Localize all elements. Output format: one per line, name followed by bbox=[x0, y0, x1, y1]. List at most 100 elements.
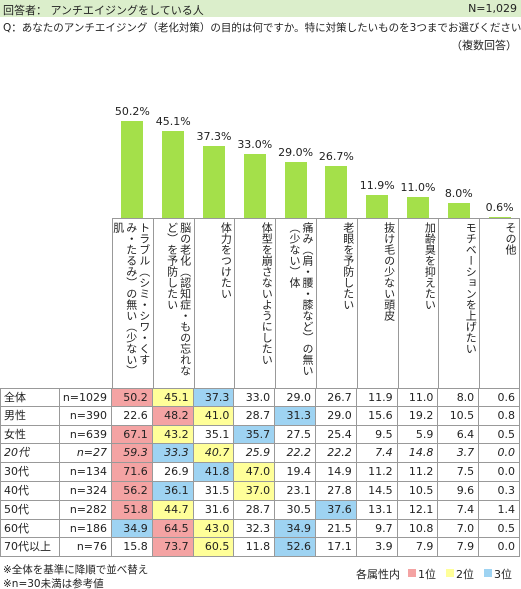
category-label: 老眼を予防したい bbox=[316, 218, 357, 388]
table-cell: 11.8 bbox=[234, 538, 276, 558]
table-cell: 35.1 bbox=[193, 425, 235, 445]
table-cell: 7.4 bbox=[356, 444, 398, 464]
table-cell: 37.6 bbox=[316, 500, 357, 520]
table-cell: 56.2 bbox=[112, 482, 153, 501]
table-cell: 19.2 bbox=[397, 406, 439, 426]
table-cell: 35.7 bbox=[234, 425, 276, 445]
table-cell: 11.9 bbox=[356, 388, 398, 407]
table-cell: 44.7 bbox=[152, 500, 194, 520]
table-cell: 50.2 bbox=[112, 388, 153, 407]
table-cell: 26.9 bbox=[152, 463, 194, 482]
table-cell: 29.0 bbox=[275, 388, 316, 407]
table-cell: 3.7 bbox=[438, 444, 480, 464]
table-cell: 22.6 bbox=[112, 406, 153, 426]
legend-swatch bbox=[408, 569, 416, 577]
table-cell: 59.3 bbox=[112, 444, 153, 464]
note: ※全体を基準に降順で並べ替え bbox=[3, 564, 149, 576]
respondents: 回答者： アンチエイジングをしている人 bbox=[3, 4, 204, 17]
table-cell: 11.2 bbox=[356, 463, 398, 482]
table-cell: 21.5 bbox=[316, 519, 357, 539]
table-cell: 33.0 bbox=[234, 388, 276, 407]
table-cell: 31.3 bbox=[275, 406, 316, 426]
table-cell: 19.4 bbox=[275, 463, 316, 482]
row-label: 40代 bbox=[0, 482, 60, 501]
table-cell: 47.0 bbox=[234, 463, 276, 482]
legend-label: 3位 bbox=[494, 568, 512, 581]
legend-title: 各属性内 bbox=[356, 568, 400, 581]
table-cell: 22.2 bbox=[316, 444, 357, 464]
category-label: 抜け毛の少ない頭皮 bbox=[356, 218, 398, 388]
bar bbox=[284, 162, 307, 218]
bar bbox=[243, 154, 266, 218]
answer-type: （複数回答） bbox=[451, 39, 517, 52]
table-cell: 0.8 bbox=[479, 406, 520, 426]
row-n: n=76 bbox=[60, 538, 112, 558]
table-cell: 30.5 bbox=[275, 500, 316, 520]
bar bbox=[162, 130, 185, 218]
row-label: 女性 bbox=[0, 425, 60, 445]
table-cell: 28.7 bbox=[234, 406, 276, 426]
table-cell: 52.6 bbox=[275, 538, 316, 558]
table-cell: 23.1 bbox=[275, 482, 316, 501]
table-cell: 7.9 bbox=[397, 538, 439, 558]
table-cell: 60.5 bbox=[193, 538, 235, 558]
bar bbox=[447, 202, 470, 218]
table-cell: 1.4 bbox=[479, 500, 520, 520]
table-cell: 27.5 bbox=[275, 425, 316, 445]
value-label: 33.0% bbox=[237, 138, 273, 152]
row-n: n=282 bbox=[60, 500, 112, 520]
table-cell: 28.7 bbox=[234, 500, 276, 520]
bar bbox=[121, 121, 144, 218]
value-label: 45.1% bbox=[155, 114, 191, 128]
table-cell: 0.0 bbox=[479, 444, 520, 464]
table-cell: 9.6 bbox=[438, 482, 480, 501]
n-total: N=1,029 bbox=[468, 2, 517, 15]
row-label: 50代 bbox=[0, 500, 60, 520]
row-n: n=324 bbox=[60, 482, 112, 501]
legend-label: 2位 bbox=[456, 568, 474, 581]
value-label: 37.3% bbox=[196, 130, 232, 143]
bar bbox=[488, 216, 511, 218]
table-cell: 11.2 bbox=[397, 463, 439, 482]
table-cell: 73.7 bbox=[152, 538, 194, 558]
table-cell: 9.5 bbox=[356, 425, 398, 445]
table-cell: 34.9 bbox=[275, 519, 316, 539]
table-cell: 13.1 bbox=[356, 500, 398, 520]
table-cell: 9.7 bbox=[356, 519, 398, 539]
table-cell: 0.5 bbox=[479, 519, 520, 539]
table-cell: 15.6 bbox=[356, 406, 398, 426]
table-cell: 41.8 bbox=[193, 463, 235, 482]
table-cell: 6.4 bbox=[438, 425, 480, 445]
row-n: n=639 bbox=[60, 425, 112, 445]
category-label: トラブル（シミ・シワ・くすみ・たるみ）の無い（少ない）肌 bbox=[112, 218, 153, 388]
table-cell: 22.2 bbox=[275, 444, 316, 464]
table-cell: 36.1 bbox=[152, 482, 194, 501]
table-cell: 7.9 bbox=[438, 538, 480, 558]
category-label: 加齢臭を抑えたい bbox=[397, 218, 439, 388]
table-cell: 32.3 bbox=[234, 519, 276, 539]
table-cell: 12.1 bbox=[397, 500, 439, 520]
table-cell: 37.3 bbox=[193, 388, 235, 407]
table-cell: 43.0 bbox=[193, 519, 235, 539]
table-cell: 67.1 bbox=[112, 425, 153, 445]
table-cell: 27.8 bbox=[316, 482, 357, 501]
table-cell: 26.7 bbox=[316, 388, 357, 407]
value-label: 8.0% bbox=[444, 186, 473, 200]
value-label: 26.7% bbox=[318, 150, 354, 164]
category-label: 脳の老化（認知症・もの忘れなど）を予防したい bbox=[152, 218, 194, 388]
value-label: 11.0% bbox=[400, 180, 436, 194]
table-cell: 37.0 bbox=[234, 482, 276, 501]
row-n: n=186 bbox=[60, 519, 112, 539]
table-cell: 11.0 bbox=[397, 388, 439, 407]
table-cell: 10.5 bbox=[397, 482, 439, 501]
row-label: 30代 bbox=[0, 463, 60, 482]
table-cell: 14.5 bbox=[356, 482, 398, 501]
bar bbox=[325, 166, 348, 218]
table-cell: 0.5 bbox=[479, 425, 520, 445]
legend-label: 1位 bbox=[418, 568, 436, 581]
header-bar bbox=[0, 0, 521, 17]
table-cell: 14.8 bbox=[397, 444, 439, 464]
value-label: 11.9% bbox=[359, 179, 395, 193]
value-label: 0.6% bbox=[485, 200, 514, 214]
